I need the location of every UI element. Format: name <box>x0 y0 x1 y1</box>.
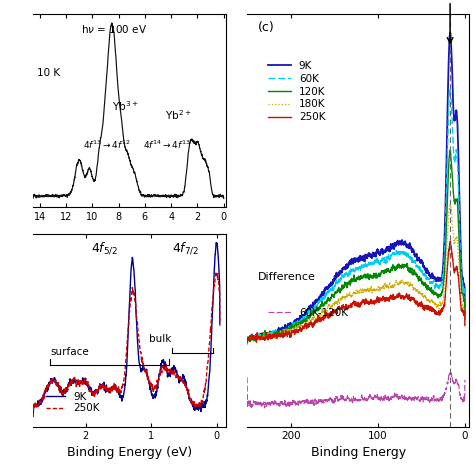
Text: h$\nu$ = 100 eV: h$\nu$ = 100 eV <box>82 24 147 36</box>
Text: Yb$^{3+}$: Yb$^{3+}$ <box>112 99 139 112</box>
Text: Difference: Difference <box>258 272 316 282</box>
X-axis label: Binding Energy: Binding Energy <box>310 446 406 459</box>
Text: Yb$^{2+}$: Yb$^{2+}$ <box>164 109 191 122</box>
Text: 4$f_{7/2}$: 4$f_{7/2}$ <box>172 240 200 256</box>
Text: bulk: bulk <box>149 334 172 344</box>
Text: 10 K: 10 K <box>37 68 60 78</box>
X-axis label: Binding Energy (eV): Binding Energy (eV) <box>67 446 192 459</box>
Text: (c): (c) <box>258 21 275 34</box>
Text: 4$f^{14}$$\rightarrow$4$f^{13}$: 4$f^{14}$$\rightarrow$4$f^{13}$ <box>143 139 191 151</box>
Legend: 9K, 250K: 9K, 250K <box>42 388 104 418</box>
Text: 4$f^{13}$$\rightarrow$4$f^{12}$: 4$f^{13}$$\rightarrow$4$f^{12}$ <box>83 139 131 151</box>
Legend: 60K-120K: 60K-120K <box>264 304 352 322</box>
Text: surface: surface <box>51 347 89 357</box>
Text: 4$f_{5/2}$: 4$f_{5/2}$ <box>91 240 118 256</box>
